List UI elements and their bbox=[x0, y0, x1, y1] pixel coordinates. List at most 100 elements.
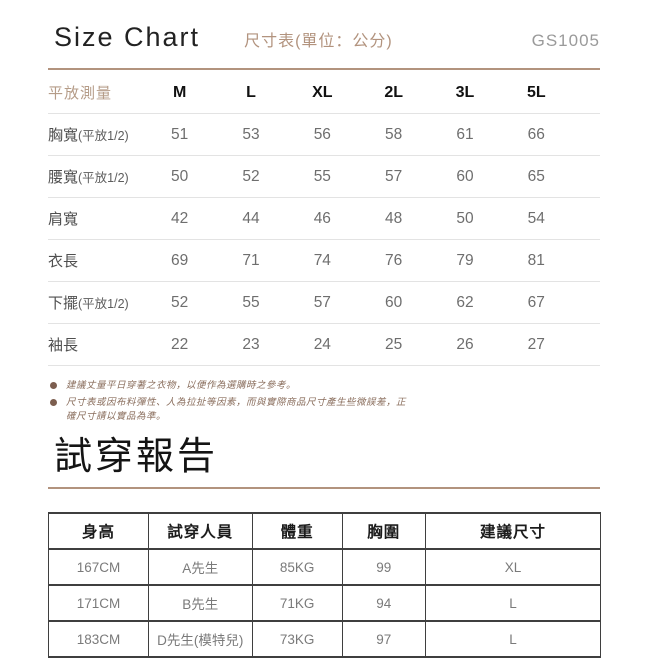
row-label-sub: (平放1/2) bbox=[78, 297, 129, 311]
size-value-cell: 42 bbox=[171, 209, 189, 227]
fit-cell-recommend: XL bbox=[424, 548, 602, 587]
row-label: 肩寬 bbox=[48, 208, 144, 229]
fit-cell-weight: 73KG bbox=[251, 620, 343, 658]
page-title: Size Chart bbox=[54, 22, 201, 52]
fit-col-header-recommend: 建議尺寸 bbox=[424, 512, 602, 551]
note-item: 建議丈量平日穿著之衣物，以便作為選購時之參考。 bbox=[50, 379, 600, 393]
size-table-row-chest: 胸寬(平放1/2) 51 53 56 58 61 66 bbox=[48, 114, 600, 156]
size-value-cell: 57 bbox=[385, 167, 403, 185]
size-value-cell: 23 bbox=[242, 335, 260, 353]
fit-cell-person: D先生(模特兒) bbox=[147, 620, 253, 658]
row-label: 腰寬(平放1/2) bbox=[48, 166, 144, 187]
row-label: 胸寬(平放1/2) bbox=[48, 124, 144, 145]
size-value-cell: 66 bbox=[527, 125, 545, 143]
fit-report-divider bbox=[48, 487, 600, 490]
row-label-main: 胸寬 bbox=[48, 127, 79, 144]
fit-cell-height: 171CM bbox=[48, 584, 149, 623]
fit-report-title: 試穿報告 bbox=[54, 436, 219, 479]
bullet-icon bbox=[50, 398, 57, 406]
fit-report-row: 171CM B先生 71KG 94 L bbox=[48, 584, 602, 623]
size-value-cell: 26 bbox=[456, 335, 474, 353]
row-label-main: 下擺 bbox=[48, 295, 79, 312]
fit-cell-chest: 97 bbox=[341, 620, 426, 658]
size-value-cell: 53 bbox=[242, 125, 260, 143]
row-label-sub: (平放1/2) bbox=[78, 171, 129, 185]
fit-report-row: 167CM A先生 85KG 99 XL bbox=[48, 548, 602, 587]
size-value-cell: 60 bbox=[385, 293, 403, 311]
size-value-cell: 52 bbox=[242, 167, 260, 185]
fit-report-table: 身高 試穿人員 體重 胸圍 建議尺寸 167CM A先生 85KG 99 XL … bbox=[48, 512, 602, 658]
size-value-cell: 60 bbox=[456, 167, 474, 185]
size-table-row-hem: 下擺(平放1/2) 52 55 57 60 62 67 bbox=[48, 282, 600, 324]
note-item: 尺寸表或因布料彈性、人為拉扯等因素，而與實際商品尺寸產生些微誤差，正確尺寸請以實… bbox=[50, 396, 600, 424]
size-col-header-m: M bbox=[173, 83, 187, 101]
fit-cell-chest: 99 bbox=[341, 548, 426, 587]
size-value-cell: 44 bbox=[242, 209, 260, 227]
fit-cell-weight: 85KG bbox=[251, 548, 343, 587]
fit-cell-recommend: L bbox=[424, 620, 602, 658]
size-table-corner-label: 平放測量 bbox=[48, 85, 113, 102]
size-value-cell: 74 bbox=[313, 251, 331, 269]
fit-cell-weight: 71KG bbox=[251, 584, 343, 623]
row-label: 袖長 bbox=[48, 334, 144, 355]
note-text: 尺寸表或因布料彈性、人為拉扯等因素，而與實際商品尺寸產生些微誤差，正確尺寸請以實… bbox=[66, 396, 407, 422]
fit-cell-height: 183CM bbox=[48, 620, 149, 658]
size-value-cell: 55 bbox=[313, 167, 331, 185]
size-col-header-2l: 2L bbox=[384, 83, 403, 101]
fit-col-header-height: 身高 bbox=[48, 512, 149, 551]
row-label-main: 衣長 bbox=[48, 253, 79, 270]
size-value-cell: 71 bbox=[242, 251, 260, 269]
fit-cell-recommend: L bbox=[424, 584, 602, 623]
size-value-cell: 46 bbox=[313, 209, 331, 227]
fit-report-header-row: 身高 試穿人員 體重 胸圍 建議尺寸 bbox=[48, 512, 602, 551]
fit-report-row: 183CM D先生(模特兒) 73KG 97 L bbox=[48, 620, 602, 658]
size-table-row-sleeve: 袖長 22 23 24 25 26 27 bbox=[48, 324, 600, 366]
size-value-cell: 51 bbox=[171, 125, 189, 143]
fit-cell-height: 167CM bbox=[48, 548, 149, 587]
row-label-main: 肩寬 bbox=[48, 211, 79, 228]
size-value-cell: 65 bbox=[527, 167, 545, 185]
size-value-cell: 76 bbox=[385, 251, 403, 269]
bullet-icon bbox=[50, 382, 57, 389]
size-value-cell: 27 bbox=[527, 335, 545, 353]
page-subtitle: 尺寸表(單位：公分) bbox=[244, 33, 393, 50]
row-label-main: 腰寬 bbox=[48, 169, 79, 186]
size-table: 平放測量 M L XL 2L 3L 5L 胸寬(平放1/2) 51 53 56 … bbox=[48, 72, 600, 366]
row-label: 衣長 bbox=[48, 250, 144, 271]
size-value-cell: 81 bbox=[527, 251, 545, 269]
row-label: 下擺(平放1/2) bbox=[48, 292, 144, 313]
fit-cell-person: B先生 bbox=[147, 584, 253, 623]
size-value-cell: 25 bbox=[385, 335, 403, 353]
size-value-cell: 67 bbox=[527, 293, 545, 311]
header-divider bbox=[48, 68, 600, 70]
size-value-cell: 50 bbox=[456, 209, 474, 227]
size-col-header-3l: 3L bbox=[455, 83, 475, 101]
note-text: 建議丈量平日穿著之衣物，以便作為選購時之參考。 bbox=[66, 380, 297, 391]
size-value-cell: 22 bbox=[171, 335, 189, 353]
size-value-cell: 48 bbox=[385, 209, 403, 227]
size-value-cell: 24 bbox=[313, 335, 331, 353]
size-value-cell: 54 bbox=[527, 209, 545, 227]
product-code: GS1005 bbox=[531, 31, 600, 50]
size-table-row-length: 衣長 69 71 74 76 79 81 bbox=[48, 240, 600, 282]
size-value-cell: 61 bbox=[456, 125, 474, 143]
size-value-cell: 79 bbox=[456, 251, 474, 269]
fit-cell-chest: 94 bbox=[341, 584, 426, 623]
size-value-cell: 56 bbox=[313, 125, 331, 143]
size-table-header-row: 平放測量 M L XL 2L 3L 5L bbox=[48, 72, 600, 114]
row-label-sub: (平放1/2) bbox=[78, 129, 129, 143]
size-col-header-xl: XL bbox=[312, 83, 333, 101]
fit-col-header-weight: 體重 bbox=[251, 512, 343, 551]
fit-col-header-person: 試穿人員 bbox=[147, 512, 253, 551]
size-table-row-shoulder: 肩寬 42 44 46 48 50 54 bbox=[48, 198, 600, 240]
size-value-cell: 58 bbox=[385, 125, 403, 143]
size-col-header-5l: 5L bbox=[526, 83, 546, 101]
size-value-cell: 50 bbox=[171, 167, 189, 185]
fit-col-header-chest: 胸圍 bbox=[341, 512, 426, 551]
size-value-cell: 62 bbox=[456, 293, 474, 311]
size-value-cell: 57 bbox=[313, 293, 331, 311]
size-col-header-l: L bbox=[246, 83, 256, 101]
fit-cell-person: A先生 bbox=[147, 548, 253, 587]
size-value-cell: 69 bbox=[171, 251, 189, 269]
